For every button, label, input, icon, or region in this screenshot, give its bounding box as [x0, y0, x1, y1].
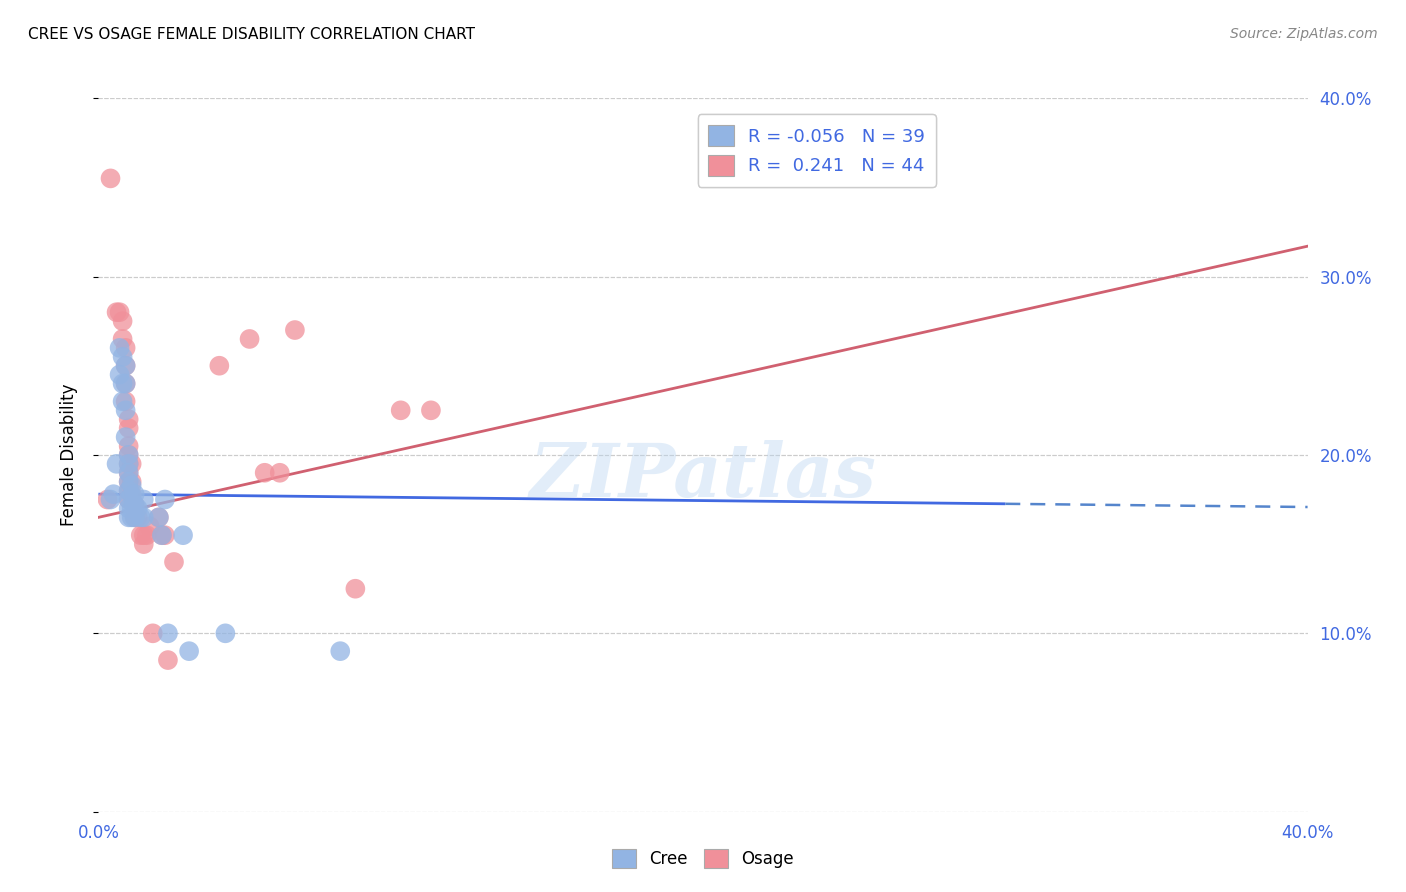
Point: [208, 359, 231, 373]
Point: [114, 394, 136, 409]
Point: [114, 430, 136, 444]
Point: [118, 421, 141, 435]
Point: [389, 403, 412, 417]
Point: [118, 483, 141, 498]
Point: [329, 644, 352, 658]
Point: [420, 403, 443, 417]
Point: [118, 466, 141, 480]
Text: Source: ZipAtlas.com: Source: ZipAtlas.com: [1230, 27, 1378, 41]
Point: [253, 466, 276, 480]
Point: [121, 510, 143, 524]
Point: [172, 528, 194, 542]
Point: [118, 475, 141, 489]
Point: [114, 359, 136, 373]
Point: [105, 457, 128, 471]
Point: [111, 332, 134, 346]
Point: [118, 412, 141, 426]
Point: [124, 487, 146, 501]
Point: [108, 305, 131, 319]
Point: [121, 501, 143, 516]
Point: [156, 626, 179, 640]
Point: [111, 314, 134, 328]
Point: [118, 448, 141, 462]
Point: [118, 457, 141, 471]
Point: [118, 483, 141, 498]
Point: [124, 510, 146, 524]
Point: [132, 537, 155, 551]
Point: [127, 510, 149, 524]
Point: [114, 376, 136, 391]
Point: [132, 528, 155, 542]
Point: [179, 644, 201, 658]
Text: CREE VS OSAGE FEMALE DISABILITY CORRELATION CHART: CREE VS OSAGE FEMALE DISABILITY CORRELAT…: [28, 27, 475, 42]
Point: [114, 403, 136, 417]
Point: [150, 528, 173, 542]
Point: [153, 528, 176, 542]
Point: [118, 492, 141, 507]
Point: [108, 368, 131, 382]
Point: [124, 510, 146, 524]
Point: [129, 510, 152, 524]
Point: [118, 492, 141, 507]
Point: [239, 332, 262, 346]
Point: [103, 487, 125, 501]
Point: [111, 376, 134, 391]
Point: [163, 555, 186, 569]
Point: [121, 487, 143, 501]
Point: [124, 498, 146, 512]
Point: [118, 510, 141, 524]
Point: [214, 626, 236, 640]
Point: [153, 492, 176, 507]
Point: [118, 466, 141, 480]
Point: [114, 376, 136, 391]
Point: [100, 492, 122, 507]
Point: [96, 492, 118, 507]
Point: [118, 457, 141, 471]
Point: [118, 501, 141, 516]
Point: [139, 519, 162, 533]
Point: [124, 498, 146, 512]
Point: [142, 626, 165, 640]
Point: [118, 439, 141, 453]
Point: [148, 510, 170, 524]
Legend: Cree, Osage: Cree, Osage: [606, 842, 800, 875]
Point: [132, 510, 155, 524]
Point: [129, 528, 152, 542]
Point: [118, 448, 141, 462]
Point: [344, 582, 367, 596]
Point: [121, 475, 143, 489]
Point: [100, 171, 122, 186]
Point: [108, 341, 131, 355]
Point: [114, 341, 136, 355]
Point: [111, 394, 134, 409]
Point: [269, 466, 291, 480]
Point: [121, 489, 143, 503]
Point: [132, 492, 155, 507]
Point: [118, 475, 141, 489]
Y-axis label: Female Disability: Female Disability: [59, 384, 77, 526]
Point: [114, 359, 136, 373]
Point: [105, 305, 128, 319]
Point: [156, 653, 179, 667]
Point: [135, 528, 157, 542]
Point: [150, 528, 173, 542]
Text: ZIPatlas: ZIPatlas: [530, 440, 876, 513]
Legend: R = -0.056   N = 39, R =  0.241   N = 44: R = -0.056 N = 39, R = 0.241 N = 44: [697, 114, 936, 186]
Point: [284, 323, 307, 337]
Point: [121, 478, 143, 492]
Point: [148, 510, 170, 524]
Point: [121, 457, 143, 471]
Point: [127, 501, 149, 516]
Point: [111, 350, 134, 364]
